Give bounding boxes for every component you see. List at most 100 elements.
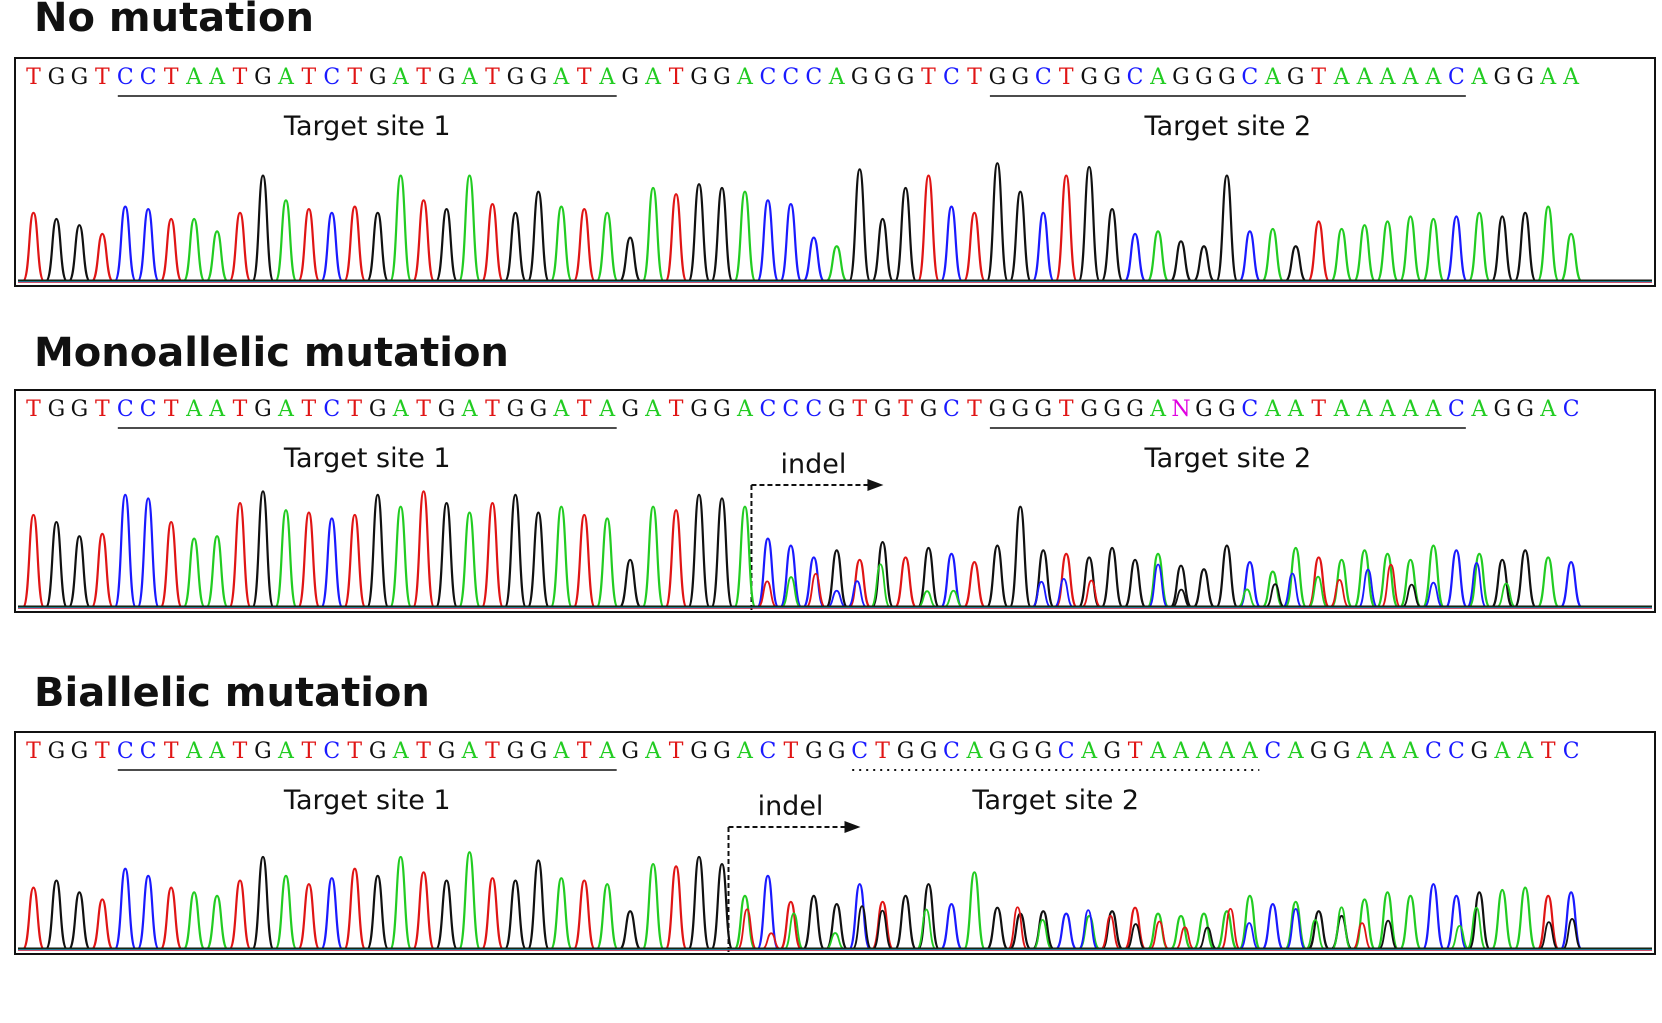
- chromatogram-secondary-peak: [1197, 926, 1218, 950]
- sequence-letter: G: [690, 65, 708, 90]
- chromatogram-peak: [756, 537, 780, 609]
- chromatogram-secondary-peak: [1100, 914, 1121, 950]
- sequence-letter: G: [1218, 65, 1236, 90]
- chromatogram-peak: [1284, 546, 1308, 609]
- chromatogram-secondary-peak: [805, 572, 826, 608]
- sequence-letter: T: [233, 65, 248, 90]
- sequence-letter: T: [347, 397, 362, 422]
- sequence-letter: G: [438, 397, 456, 422]
- chromatogram-peak: [1444, 549, 1468, 609]
- chromatogram-secondary-peak: [870, 563, 891, 608]
- sequence-letter: A: [1149, 65, 1167, 90]
- sequence-letter: A: [1402, 397, 1420, 422]
- chromatogram-peak: [228, 879, 252, 951]
- chromatogram-peak: [1307, 556, 1331, 609]
- chromatogram-secondary-peak: [783, 912, 805, 950]
- chromatogram-secondary-peak: [826, 589, 847, 608]
- chromatogram-peak: [985, 544, 1009, 609]
- sequence-letter: A: [644, 397, 662, 422]
- chromatogram-peak: [1490, 558, 1514, 609]
- chromatogram-peak: [67, 535, 91, 609]
- chromatogram-peak: [985, 162, 1009, 283]
- sequence-letter: C: [117, 397, 134, 422]
- sequence-letter: G: [1516, 65, 1534, 90]
- chromatogram-peak: [1536, 205, 1560, 283]
- sequence-letter: C: [782, 397, 799, 422]
- sequence-letter: G: [713, 397, 731, 422]
- chromatogram-peak: [687, 855, 711, 951]
- sequence-letter: A: [392, 739, 410, 764]
- chromatogram-secondary-peak: [1147, 563, 1169, 608]
- sequence-letter: G: [851, 65, 869, 90]
- sequence-letter: T: [1541, 739, 1556, 764]
- chromatogram-secondary-peak: [1265, 583, 1286, 608]
- chromatogram-peak: [21, 211, 46, 283]
- sequence-letter: T: [416, 739, 431, 764]
- chromatogram-peak: [1536, 894, 1560, 951]
- sequence-letter: G: [920, 739, 938, 764]
- chromatogram-peak: [1055, 912, 1078, 951]
- chromatogram-peak: [1100, 207, 1124, 283]
- sequence-letter: G: [71, 739, 89, 764]
- sequence-letter: A: [208, 65, 226, 90]
- sequence-letter: C: [759, 739, 776, 764]
- sequence-letter: G: [48, 397, 66, 422]
- sequence-letter: A: [208, 739, 226, 764]
- chromatogram-peak: [939, 903, 964, 951]
- sequence-letter: A: [1356, 739, 1374, 764]
- sequence-letter: T: [164, 739, 179, 764]
- chromatogram-peak: [733, 190, 757, 283]
- sequence-letter: G: [621, 397, 639, 422]
- sequence-letter: C: [140, 397, 157, 422]
- chromatogram-secondary-peak: [781, 576, 801, 608]
- chromatogram-secondary-peak: [1538, 921, 1559, 950]
- sequence-letter: G: [1103, 739, 1121, 764]
- chromatogram-peak: [1215, 910, 1239, 951]
- chromatogram-peak: [457, 851, 482, 951]
- chromatogram-peak: [1031, 211, 1055, 283]
- chromatogram-peak: [1008, 505, 1032, 609]
- chromatogram-peak: [939, 552, 964, 609]
- sequence-letter: A: [1287, 397, 1305, 422]
- chromatogram-peak: [1123, 558, 1147, 609]
- sequence-letter: T: [485, 739, 500, 764]
- chromatogram-peak: [985, 906, 1009, 951]
- chromatogram-peak: [939, 205, 964, 283]
- target-site-2-label: Target site 2: [1144, 111, 1312, 142]
- sequence-letter: G: [828, 739, 846, 764]
- sequence-letter: G: [690, 397, 708, 422]
- sequence-letter: G: [530, 397, 548, 422]
- sequence-letter: A: [277, 65, 295, 90]
- chromatogram-peak: [1513, 549, 1537, 609]
- chromatogram-peak: [503, 493, 528, 609]
- sequence-letter: G: [621, 65, 639, 90]
- chromatogram-peak: [1307, 910, 1330, 951]
- chromatogram-peak: [848, 168, 872, 283]
- chromatogram-peak: [962, 871, 987, 951]
- chromatogram-peak: [251, 855, 275, 951]
- target-site-2-label: Target site 2: [971, 785, 1139, 816]
- chromatogram-peak: [664, 865, 688, 951]
- chromatogram-peak: [44, 217, 69, 283]
- sequence-letter: C: [851, 739, 868, 764]
- sequence-letter: A: [1470, 65, 1488, 90]
- chromatogram-peak: [756, 199, 780, 283]
- sequence-letter: T: [347, 65, 362, 90]
- chromatogram-peak: [1444, 215, 1468, 283]
- chromatogram-secondary-peak: [1237, 588, 1257, 608]
- sequence-letter: G: [713, 65, 731, 90]
- sequence-letter: G: [1333, 739, 1351, 764]
- chromatogram-peak: [251, 174, 275, 283]
- chromatogram-secondary-peak: [1175, 926, 1195, 950]
- sequence-letter: T: [416, 65, 431, 90]
- sequence-letter: A: [1264, 65, 1282, 90]
- sequence-letter: A: [185, 739, 203, 764]
- chromatogram-secondary-peak: [916, 908, 937, 950]
- chromatogram-peak: [136, 207, 160, 283]
- chromatogram-peak: [1307, 220, 1331, 283]
- chromatogram-peak: [1513, 886, 1537, 951]
- sequence-letter: G: [1126, 397, 1144, 422]
- chromatogram-peak: [1192, 245, 1216, 283]
- sequence-letter: T: [921, 65, 936, 90]
